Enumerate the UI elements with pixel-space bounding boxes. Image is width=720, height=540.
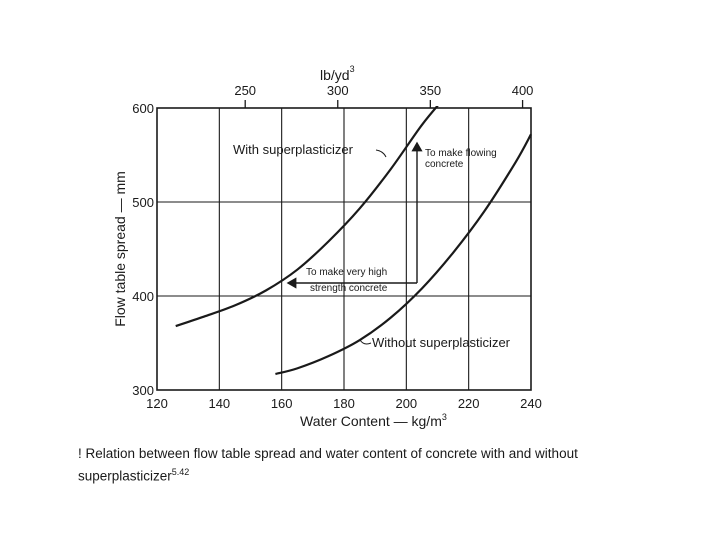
tick-marks — [244, 100, 524, 108]
x2-tick-label: 300 — [327, 83, 349, 98]
annot-high-strength-line1: To make very high — [306, 267, 387, 278]
x-tick-label: 180 — [333, 396, 355, 411]
caption-prefix: ! — [78, 446, 82, 461]
figure-caption: ! Relation between flow table spread and… — [78, 444, 678, 486]
series-line-0 — [175, 106, 439, 328]
x-axis-title: Water Content — kg/m3 — [300, 412, 447, 429]
x-tick-label: 160 — [271, 396, 293, 411]
caption-ref: 5.42 — [171, 467, 190, 477]
x-tick-label: 120 — [146, 396, 168, 411]
x2-axis-title: lb/yd3 — [320, 64, 355, 83]
x-tick-label: 220 — [458, 396, 480, 411]
series-line-1 — [275, 133, 532, 376]
y-tick-label: 300 — [132, 383, 154, 398]
series-layer — [175, 106, 532, 376]
x-tick-label: 240 — [520, 396, 542, 411]
x2-tick-label: 350 — [419, 83, 441, 98]
y-tick-label: 600 — [132, 101, 154, 116]
y-tick-label: 400 — [132, 289, 154, 304]
annot-high-strength-line2: strength concrete — [310, 283, 388, 294]
x2-tick-label: 250 — [234, 83, 256, 98]
annot-flowing-line1: To make flowing — [425, 148, 497, 159]
label-without-superplasticizer: Without superplasticizer — [372, 335, 511, 350]
y-axis-title: Flow table spread — mm — [112, 171, 128, 327]
caption-text: Relation between flow table spread and w… — [78, 446, 578, 484]
x-tick-label: 200 — [395, 396, 417, 411]
y-tick-label: 500 — [132, 195, 154, 210]
x-tick-label: 140 — [208, 396, 230, 411]
leader-with-superplasticizer — [375, 149, 387, 158]
label-with-superplasticizer: With superplasticizer — [233, 142, 354, 157]
annot-flowing-line2: concrete — [425, 159, 464, 170]
plot-frame — [156, 107, 532, 391]
x2-tick-label: 400 — [512, 83, 534, 98]
grid-lines — [157, 108, 531, 390]
flow-spread-chart: Water Content — kg/m3 lb/yd3 Flow table … — [112, 64, 542, 429]
leader-without-superplasticizer — [359, 339, 372, 345]
